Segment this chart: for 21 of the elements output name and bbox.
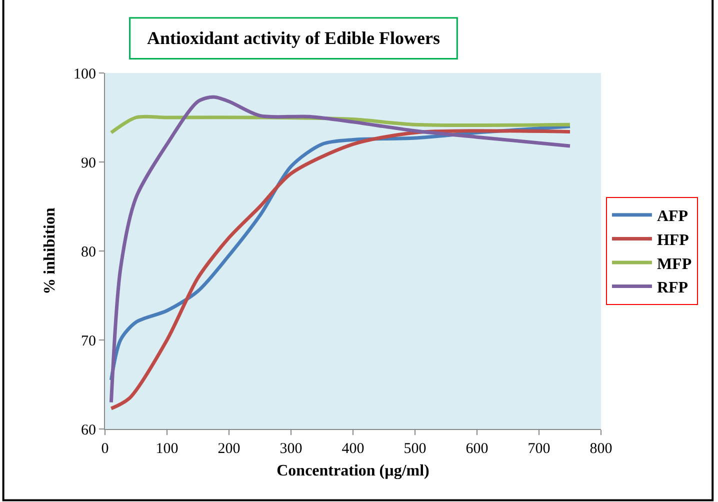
y-axis-title: % inhibition <box>41 208 58 294</box>
x-tick-label: 600 <box>466 441 488 457</box>
x-tick-label: 500 <box>404 441 426 457</box>
x-tick-label: 0 <box>101 441 109 457</box>
x-tick-label: 400 <box>342 441 364 457</box>
x-tick-label: 700 <box>528 441 550 457</box>
legend-label: MFP <box>656 256 692 273</box>
x-tick-label: 200 <box>218 441 240 457</box>
legend-label: RFP <box>656 280 688 297</box>
x-axis-title: Concentration (µg/ml) <box>276 462 430 480</box>
y-tick-label: 70 <box>81 333 96 350</box>
x-tick-label: 300 <box>280 441 302 457</box>
x-tick-label: 800 <box>590 441 612 457</box>
legend-label: AFP <box>656 208 688 226</box>
y-tick-label: 100 <box>74 66 96 82</box>
y-tick-label: 90 <box>81 155 96 172</box>
legend-label: HFP <box>656 232 690 249</box>
y-tick-label: 80 <box>81 244 96 260</box>
chart-title: Antioxidant activity of Edible Flowers <box>146 28 440 48</box>
y-tick-label: 60 <box>81 422 96 438</box>
x-tick-label: 100 <box>156 441 178 457</box>
